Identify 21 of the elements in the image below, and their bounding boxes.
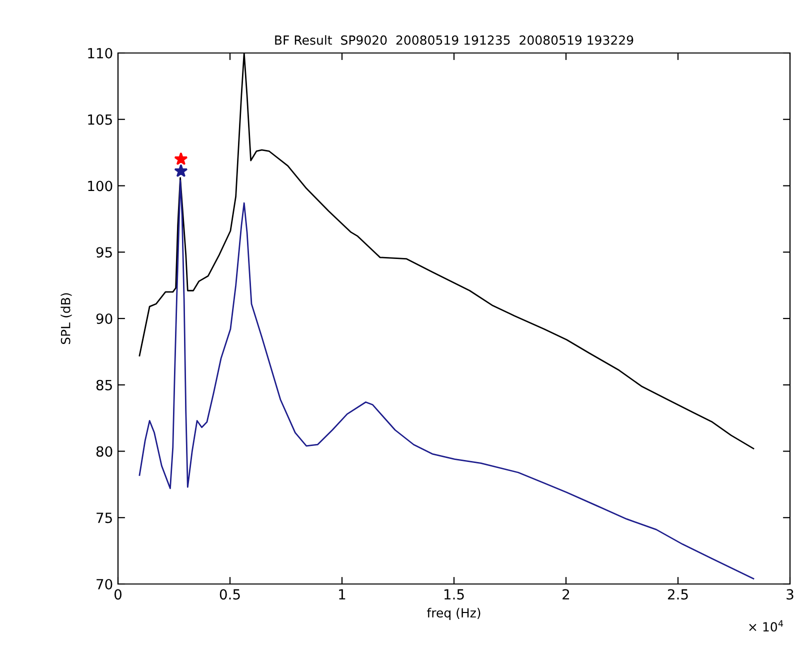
- y-tick-label: 110: [88, 48, 112, 58]
- y-tick-label: 105: [88, 114, 112, 125]
- y-tick-label: 75: [96, 512, 112, 524]
- y-tick-label: 80: [96, 446, 112, 457]
- y-tick-label: 100: [88, 180, 112, 192]
- x-axis-title: freq (Hz): [427, 608, 480, 620]
- x-tick-label: 0.5: [220, 589, 240, 600]
- text: × 10$^{4}$: [749, 620, 784, 632]
- y-tick-label: 95: [96, 247, 112, 258]
- x-tick-label: 2: [562, 589, 570, 600]
- x-tick-label: 1: [339, 589, 346, 600]
- y-axis-title: SPL (dB): [60, 293, 72, 344]
- line-series: [138, 180, 754, 580]
- y-tick-label: 90: [96, 313, 112, 324]
- x-tick-label: 0: [114, 589, 122, 600]
- chart-title: BF Result SP9020 20080519 191235 20080519 193229: [275, 35, 634, 45]
- x-tick-label: 2.5: [668, 589, 688, 600]
- x-tick-label: 1.5: [444, 589, 464, 600]
- y-tick-label: 70: [96, 578, 112, 590]
- x-tick-label: 3: [786, 589, 794, 600]
- y-tick-label: 85: [96, 380, 112, 390]
